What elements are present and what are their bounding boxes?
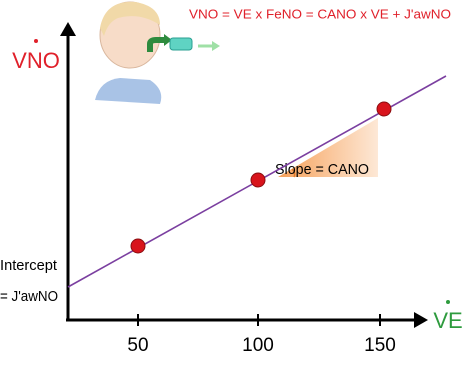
data-point: [376, 101, 392, 117]
angle-arc: [291, 168, 296, 178]
intercept-label: = J'awNO: [0, 288, 58, 305]
x-tick-label: 150: [364, 335, 396, 356]
dot-accent: [34, 39, 38, 43]
dot-accent: [446, 300, 450, 304]
data-point: [130, 238, 146, 254]
data-point: [250, 172, 266, 188]
formula: VNO = VE x FeNO = CANO x VE + J'awNO: [189, 6, 451, 21]
intercept-label: Intercept: [0, 257, 58, 274]
x-axis-label: VE: [433, 308, 462, 333]
x-axis-arrow: [414, 312, 428, 328]
y-axis-label: VNO: [12, 48, 60, 73]
slope-triangle: [278, 118, 378, 177]
slope-label: Slope = CANO: [275, 161, 369, 178]
person-illustration: [95, 1, 220, 104]
x-tick-label: 50: [127, 335, 148, 356]
y-axis-arrow: [60, 22, 76, 36]
x-tick-label: 100: [242, 335, 274, 356]
